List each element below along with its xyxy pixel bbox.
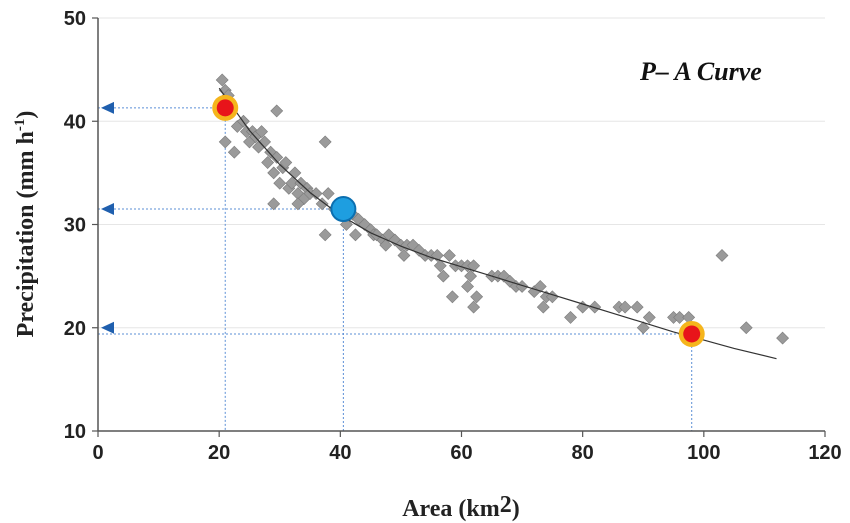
scatter-point-19 xyxy=(270,104,284,118)
scatter-point-69 xyxy=(470,290,484,304)
x-axis-title-close: ) xyxy=(512,496,520,522)
y-arrow-0 xyxy=(101,101,114,114)
y-axis-title-sup: -1 xyxy=(12,119,28,132)
highlight-marker-blue-1 xyxy=(330,196,357,223)
scatter-point-94 xyxy=(715,249,729,262)
highlight-marker-red-2 xyxy=(683,325,701,343)
scatter-point-25 xyxy=(288,166,302,180)
x-tick-label-20: 20 xyxy=(208,442,230,464)
y-tick-label-30: 30 xyxy=(64,215,86,237)
scatter-point-18 xyxy=(270,150,284,164)
y-axis-title-close: ) xyxy=(13,111,39,119)
scatter-point-36 xyxy=(321,187,335,200)
y-reference-arrows xyxy=(101,101,114,334)
scatter-point-63 xyxy=(445,290,459,304)
scatter-point-88 xyxy=(630,300,644,314)
y-tick-label-20: 20 xyxy=(64,318,86,340)
scatter-point-37 xyxy=(318,228,332,242)
scatter-point-15 xyxy=(261,156,275,169)
x-tick-label-120: 120 xyxy=(808,442,841,464)
scatter-point-90 xyxy=(642,311,656,324)
y-tick-label-10: 10 xyxy=(64,421,86,443)
reference-guide-lines xyxy=(98,107,693,431)
x-tick-label-60: 60 xyxy=(450,442,472,464)
scatter-point-71 xyxy=(467,300,481,314)
scatter-point-62 xyxy=(442,249,456,262)
scatter-point-83 xyxy=(564,311,577,324)
x-axis-title-main: Area (km xyxy=(402,496,500,522)
scatter-point-53 xyxy=(397,249,411,262)
scatter-point-35 xyxy=(318,135,332,149)
x-tick-label-80: 80 xyxy=(572,442,594,464)
x-axis-title-sup: 2 xyxy=(500,492,512,518)
scatter-point-67 xyxy=(464,269,478,283)
scatter-point-4 xyxy=(218,135,232,149)
chart-annotation: P– A Curve xyxy=(639,57,762,86)
scatter-point-17 xyxy=(267,166,281,180)
highlight-markers xyxy=(212,94,705,347)
scatter-point-60 xyxy=(433,259,447,273)
x-tick-label-40: 40 xyxy=(329,442,351,464)
scatter-point-95 xyxy=(739,321,753,335)
scatter-point-32 xyxy=(291,197,305,211)
y-axis-title: Precipitation (mm h-1) xyxy=(12,111,39,338)
scatter-point-61 xyxy=(436,269,450,283)
scatter-point-31 xyxy=(267,197,281,211)
y-tick-labels: 10 20 30 40 50 xyxy=(64,8,98,443)
scatter-point-22 xyxy=(279,156,293,169)
scatter-point-96 xyxy=(776,331,790,345)
scatter-point-0 xyxy=(215,73,229,87)
x-tick-labels: 0 20 40 60 80 100 120 xyxy=(92,431,842,464)
y-arrow-2 xyxy=(101,321,114,334)
scatter-point-42 xyxy=(349,228,362,242)
scatter-point-70 xyxy=(461,280,474,293)
scatter-series xyxy=(215,73,790,345)
x-tick-label-0: 0 xyxy=(92,442,103,464)
scatter-point-49 xyxy=(379,238,393,252)
y-tick-label-40: 40 xyxy=(64,111,86,133)
y-tick-label-50: 50 xyxy=(64,8,86,30)
scatter-point-20 xyxy=(273,176,287,190)
scatter-point-33 xyxy=(309,187,323,200)
grid-lines xyxy=(98,17,825,329)
scatter-point-34 xyxy=(315,197,329,211)
highlight-marker-red-0 xyxy=(216,99,234,117)
y-arrow-1 xyxy=(101,203,114,216)
scatter-point-80 xyxy=(536,300,550,314)
y-axis-title-main: Precipitation (mm h xyxy=(13,131,39,337)
fit-curve xyxy=(218,87,777,360)
scatter-point-89 xyxy=(636,321,650,335)
scatter-point-5 xyxy=(227,145,241,159)
scatter-point-24 xyxy=(285,176,299,190)
scatter-point-68 xyxy=(467,259,481,273)
scatter-point-92 xyxy=(673,311,687,324)
scatter-point-13 xyxy=(255,125,268,138)
x-axis-title: Area (km2) xyxy=(402,492,520,522)
scatter-point-87 xyxy=(618,300,632,314)
x-tick-label-100: 100 xyxy=(687,442,720,464)
